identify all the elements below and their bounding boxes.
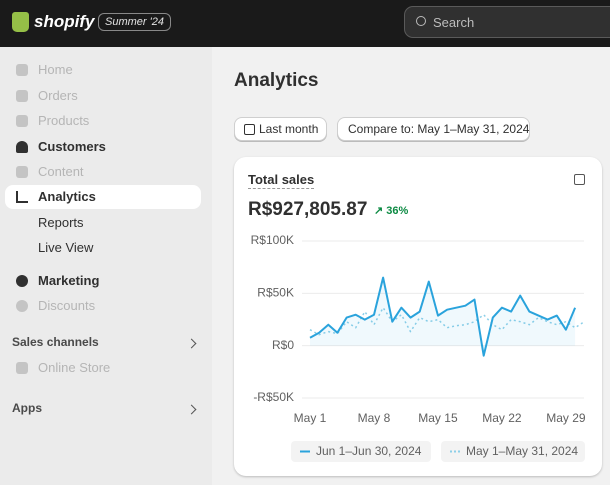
legend-box[interactable] (291, 441, 431, 462)
section-title[interactable]: Sales channels (12, 335, 99, 349)
icon (16, 90, 28, 102)
search-box[interactable]: Search (404, 6, 610, 38)
calendar-icon (244, 124, 255, 135)
x-tick-label: May 15 (418, 411, 458, 425)
search-icon (416, 16, 426, 26)
legend-label: Jun 1–Jun 30, 2024 (316, 444, 422, 458)
chevron (186, 338, 197, 349)
area (310, 277, 576, 356)
x-tick-label: May 29 (546, 411, 586, 425)
nav-item[interactable]: Customers (38, 139, 106, 154)
icon (16, 191, 28, 203)
card-icon[interactable] (574, 174, 585, 185)
change-value: 36% (386, 205, 409, 217)
page-title: Analytics (234, 70, 319, 91)
compare-button[interactable]: Compare to: May 1–May 31, 2024 (337, 117, 530, 141)
top-bar: shopify Summer '24 Search (0, 0, 610, 47)
change: ↗ 36% (374, 205, 409, 217)
icon (16, 64, 28, 76)
nav-subitem[interactable]: Live View (38, 240, 94, 255)
icon (16, 166, 28, 178)
nav-item[interactable]: Orders (38, 88, 78, 103)
total-value: R$927,805.87 (248, 199, 368, 220)
y-tick-label: R$100K (251, 233, 294, 247)
compare-button-label: Compare to: May 1–May 31, 2024 (348, 122, 530, 136)
nav-item[interactable]: Discounts (38, 298, 96, 313)
logo-icon (12, 12, 29, 32)
y-tick-label: R$50K (257, 286, 294, 300)
legend-box[interactable] (441, 441, 585, 462)
nav-item[interactable]: Home (38, 62, 73, 77)
card-title[interactable]: Total sales (248, 172, 315, 189)
chevron (186, 404, 197, 415)
y-tick-label: R$0 (272, 338, 294, 352)
icon (16, 300, 28, 312)
x-tick-label: May 1 (294, 411, 327, 425)
active-highlight (5, 185, 201, 209)
y-tick-label: -R$50K (253, 390, 294, 404)
date-button-label: Last month (259, 122, 319, 136)
line (309, 306, 585, 336)
legend-label: May 1–May 31, 2024 (466, 444, 578, 458)
nav-item[interactable]: Products (38, 113, 90, 128)
x-tick-label: May 8 (358, 411, 391, 425)
section-title[interactable]: Apps (12, 401, 42, 415)
badge: Summer '24 (98, 13, 171, 31)
x-tick-label: May 22 (482, 411, 522, 425)
icon (16, 141, 28, 153)
date-button[interactable]: Last month (234, 117, 327, 141)
nav-subitem[interactable]: Reports (38, 215, 84, 230)
nav-item[interactable]: Marketing (38, 273, 100, 288)
card: Total sales R$927,805.87 ↗ 36% -R$50K R$0… (234, 157, 602, 476)
nav-item[interactable]: Online Store (38, 360, 111, 375)
icon (16, 362, 28, 374)
brand[interactable]: shopify (34, 12, 95, 31)
icon (16, 115, 28, 127)
line (309, 276, 577, 357)
nav-item[interactable]: Analytics (38, 189, 96, 204)
chart: -R$50K R$0 R$50K R$100K May 1 May 8 May 15 May … (251, 233, 586, 458)
search-placeholder: Search (433, 15, 475, 30)
icon (16, 275, 28, 287)
sidebar: Home Orders Products Customers Content A… (0, 47, 212, 485)
nav-item[interactable]: Content (38, 164, 84, 179)
